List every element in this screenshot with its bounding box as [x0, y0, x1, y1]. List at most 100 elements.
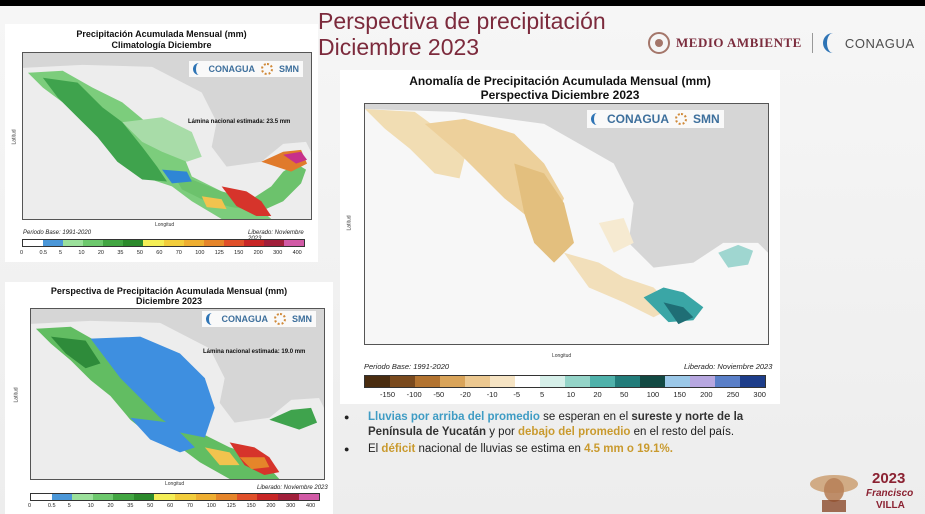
conagua-mark-icon: [192, 63, 203, 75]
bullet-1-text-b: y por: [486, 426, 518, 438]
smn-mark-icon: [675, 113, 687, 125]
anomaly-map: CONAGUA SMN: [364, 103, 769, 345]
tick: 150: [673, 390, 686, 399]
tick: 400: [306, 503, 316, 509]
tick: 250: [726, 390, 740, 399]
outlook-title-1: Perspectiva de Precipitación Acumulada M…: [50, 286, 288, 296]
anomaly-brand: CONAGUA SMN: [587, 110, 724, 128]
tick: 100: [206, 503, 216, 509]
outlook-brand-smn: SMN: [292, 314, 312, 324]
tick: 300: [753, 390, 766, 399]
tick: -50: [433, 390, 445, 399]
tick: 400: [292, 250, 302, 256]
tick: 70: [186, 503, 193, 509]
climatology-map: CONAGUA SMN Lámina nacional estimada: 23…: [22, 52, 312, 220]
climatology-base-period: Periodo Base: 1991-2020: [23, 230, 92, 236]
outlook-colorbar-ticks: 0 0.5 5 10 20 35 50 60 70 100 125 150 20…: [28, 503, 326, 509]
anomaly-xlabel: Longitud: [552, 353, 572, 359]
climatology-brand-conagua: CONAGUA: [208, 64, 256, 74]
climatology-colorbar: [22, 239, 305, 247]
tick: 100: [646, 390, 660, 399]
tick: 200: [253, 250, 263, 256]
bullet-1-above: Lluvias por arriba del promedio: [368, 411, 540, 423]
tick: 0.5: [47, 503, 56, 509]
tick: 20: [593, 390, 602, 399]
tick: 70: [175, 250, 182, 256]
tick: 300: [273, 250, 283, 256]
tick: 5: [540, 390, 545, 399]
tick: 20: [107, 503, 114, 509]
tick: 10: [78, 250, 85, 256]
bullet-1: Lluvias por arriba del promedio se esper…: [340, 410, 790, 440]
outlook-ylabel: Latitud: [13, 387, 20, 403]
anomaly-title-2: Perspectiva Diciembre 2023: [480, 88, 640, 102]
page-title: Perspectiva de precipitación Diciembre 2…: [318, 8, 606, 60]
title-line-1: Perspectiva de precipitación: [318, 8, 606, 34]
bullet-1-region: sureste y norte de la Península de Yucat…: [368, 411, 744, 438]
tick: 35: [117, 250, 124, 256]
anomaly-brand-conagua: CONAGUA: [607, 112, 669, 126]
outlook-brand: CONAGUA SMN: [201, 311, 316, 327]
logo-divider: [811, 33, 813, 53]
bullet-2-value: 4.5 mm o 19.1%.: [584, 443, 673, 455]
tick: 20: [97, 250, 104, 256]
anomaly-brand-smn: SMN: [693, 112, 720, 126]
anomaly-ylabel: Latitud: [346, 215, 353, 231]
anomaly-colorbar: [364, 375, 766, 388]
outlook-map-panel: Perspectiva de Precipitación Acumulada M…: [5, 282, 333, 514]
tick: 50: [620, 390, 629, 399]
bullet-2-text-a: El: [368, 443, 382, 455]
outlook-xlabel: Longitud: [165, 481, 185, 487]
climatology-colorbar-ticks: 0 0.5 5 10 20 35 50 60 70 100 125 150 20…: [20, 250, 312, 256]
footer-name-2: VILLA: [876, 500, 905, 511]
conagua-mark-icon: [205, 313, 216, 325]
tick: 0: [20, 250, 24, 256]
tick: -150: [380, 390, 396, 399]
bullet-2: El déficit nacional de lluvias se estima…: [340, 442, 790, 457]
summary-bullets: Lluvias por arriba del promedio se esper…: [340, 410, 790, 459]
tick: 300: [286, 503, 296, 509]
climatology-xlabel: Longitud: [155, 222, 175, 228]
francisco-villa-portrait: [810, 475, 858, 512]
tick: 5: [58, 250, 62, 256]
tick: 60: [167, 503, 174, 509]
bullet-1-below: debajo del promedio: [518, 426, 631, 438]
anomaly-map-panel: Anomalía de Precipitación Acumulada Mens…: [340, 70, 780, 404]
tick: 150: [234, 250, 244, 256]
tick: 0: [28, 503, 32, 509]
climatology-title-1: Precipitación Acumulada Mensual (mm): [76, 29, 247, 39]
tick: 125: [226, 503, 236, 509]
climatology-title-2: Climatología Diciembre: [111, 40, 212, 50]
outlook-released: Liberado: Noviembre 2023: [257, 485, 328, 491]
tick: -20: [460, 390, 471, 399]
medio-ambiente-logo: MEDIO AMBIENTE: [676, 35, 802, 50]
tick: 50: [136, 250, 143, 256]
climatology-brand: CONAGUA SMN: [188, 61, 303, 77]
tick: 200: [266, 503, 276, 509]
bullet-2-deficit: déficit: [381, 443, 416, 455]
tick: 200: [700, 390, 713, 399]
tick: 0.5: [39, 250, 48, 256]
climatology-brand-smn: SMN: [279, 64, 299, 74]
smn-mark-icon: [261, 63, 273, 75]
anomaly-released: Liberado: Noviembre 2023: [684, 362, 773, 371]
bullet-1-text-a: se esperan en el: [539, 411, 632, 423]
tick: -5: [513, 390, 521, 399]
climatology-map-panel: Precipitación Acumulada Mensual (mm) Cli…: [5, 24, 318, 262]
tick: -100: [406, 390, 422, 399]
outlook-brand-conagua: CONAGUA: [221, 314, 269, 324]
bullet-1-text-c: en el resto del país.: [630, 426, 735, 438]
climatology-lamina: Lámina nacional estimada: 23.5 mm: [188, 119, 291, 125]
outlook-colorbar: [30, 493, 320, 501]
tick: 5: [67, 503, 71, 509]
title-line-2: Diciembre 2023: [318, 34, 480, 60]
top-bar: [0, 0, 925, 6]
conagua-mark-icon: [822, 33, 839, 53]
conagua-logo: CONAGUA: [844, 35, 915, 51]
tick: 125: [214, 250, 224, 256]
smn-mark-icon: [274, 313, 286, 325]
conagua-mark-icon: [591, 113, 601, 125]
tick: 35: [127, 503, 134, 509]
outlook-lamina: Lámina nacional estimada: 19.0 mm: [203, 349, 306, 355]
